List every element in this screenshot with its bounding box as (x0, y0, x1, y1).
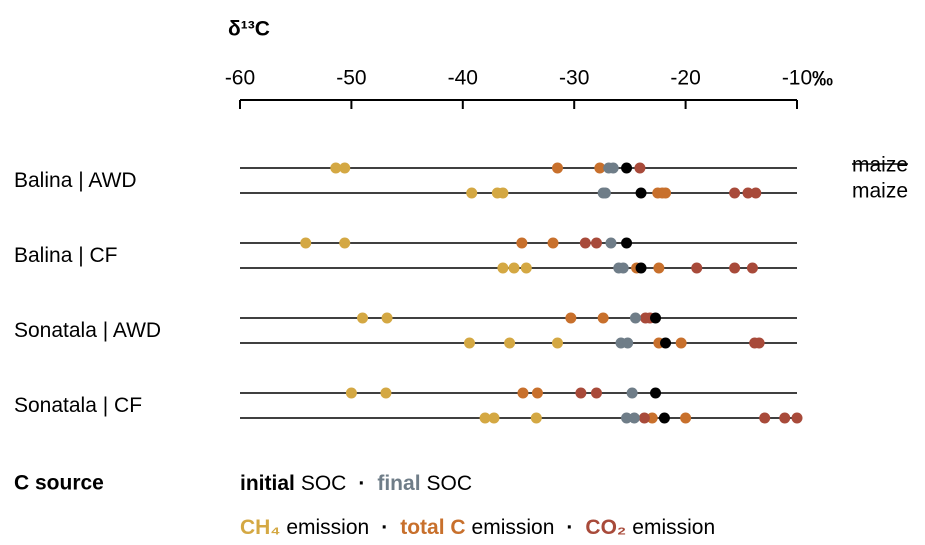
dot (466, 187, 478, 199)
x-tick-label: -30 (559, 67, 589, 90)
row-label: Balina | CF (14, 244, 118, 267)
legend-label-rest: emission (472, 516, 555, 539)
dot (660, 337, 672, 349)
legend-separator: · (358, 472, 365, 495)
dot (575, 387, 587, 399)
dot (579, 237, 591, 249)
row-annotation: maize (852, 180, 908, 203)
dot (621, 162, 633, 174)
dot (508, 262, 520, 274)
x-tick-label: -10 (782, 67, 812, 90)
dot (779, 412, 791, 424)
dot (629, 312, 641, 324)
row-label: Sonatala | CF (14, 394, 142, 417)
x-tick-label: -50 (336, 67, 366, 90)
dot (746, 262, 758, 274)
dot (750, 187, 762, 199)
dot (691, 262, 703, 274)
dot (658, 412, 670, 424)
axis-title: δ¹³C (228, 18, 270, 41)
dot (520, 262, 532, 274)
dot (565, 312, 577, 324)
dot (729, 187, 741, 199)
dot (339, 162, 351, 174)
dot (547, 237, 559, 249)
x-tick-label: -40 (448, 67, 478, 90)
legend-label-rest: SOC (301, 472, 347, 495)
dot (742, 187, 754, 199)
dot (345, 387, 357, 399)
dot (300, 237, 312, 249)
row-label: Sonatala | AWD (14, 319, 161, 342)
dot (675, 337, 687, 349)
dot (594, 162, 606, 174)
dot (497, 262, 509, 274)
legend-label: final (377, 472, 420, 495)
dot (729, 262, 741, 274)
dot (516, 237, 528, 249)
dot (753, 337, 765, 349)
dot (504, 337, 516, 349)
dot (646, 412, 658, 424)
dot (622, 337, 634, 349)
dot (621, 412, 633, 424)
dot (626, 387, 638, 399)
legend-label: initial (240, 472, 295, 495)
dot (531, 387, 543, 399)
dot (617, 262, 629, 274)
legend-separator: · (566, 516, 573, 539)
dot (607, 162, 619, 174)
dot (597, 312, 609, 324)
row-label: Balina | AWD (14, 169, 137, 192)
dot (339, 237, 351, 249)
dot (653, 262, 665, 274)
dot (621, 237, 633, 249)
dot (660, 187, 672, 199)
legend-label-rest: SOC (427, 472, 473, 495)
legend: CH₄ emission · total C emission · CO₂ emission (240, 516, 715, 539)
dot (381, 312, 393, 324)
dot (551, 337, 563, 349)
dot (517, 387, 529, 399)
legend-title: C source (14, 472, 104, 495)
dot (497, 187, 509, 199)
legend-label: CH₄ (240, 516, 280, 539)
legend: initial SOC · final SOC (240, 472, 472, 495)
dot (463, 337, 475, 349)
legend-label: CO₂ (585, 516, 626, 539)
dot (605, 237, 617, 249)
legend-label-rest: emission (632, 516, 715, 539)
dot (599, 187, 611, 199)
axis-unit: ‰ (812, 68, 833, 91)
legend-label-rest: emission (286, 516, 369, 539)
dot (530, 412, 542, 424)
dot (628, 412, 640, 424)
dot (635, 262, 647, 274)
dot (635, 187, 647, 199)
dot (590, 387, 602, 399)
dot (488, 412, 500, 424)
x-tick-label: -60 (225, 67, 255, 90)
dot (357, 312, 369, 324)
dot (479, 412, 491, 424)
dot (330, 162, 342, 174)
legend-label: total C (400, 516, 465, 539)
x-tick-label: -20 (670, 67, 700, 90)
dot (650, 387, 662, 399)
row-annotation: maize (852, 154, 908, 177)
dot (650, 312, 662, 324)
dot (590, 237, 602, 249)
dot (551, 162, 563, 174)
dot (380, 387, 392, 399)
dot (634, 162, 646, 174)
dot (680, 412, 692, 424)
dot (791, 412, 803, 424)
dot (759, 412, 771, 424)
dot (638, 412, 650, 424)
legend-separator: · (381, 516, 388, 539)
